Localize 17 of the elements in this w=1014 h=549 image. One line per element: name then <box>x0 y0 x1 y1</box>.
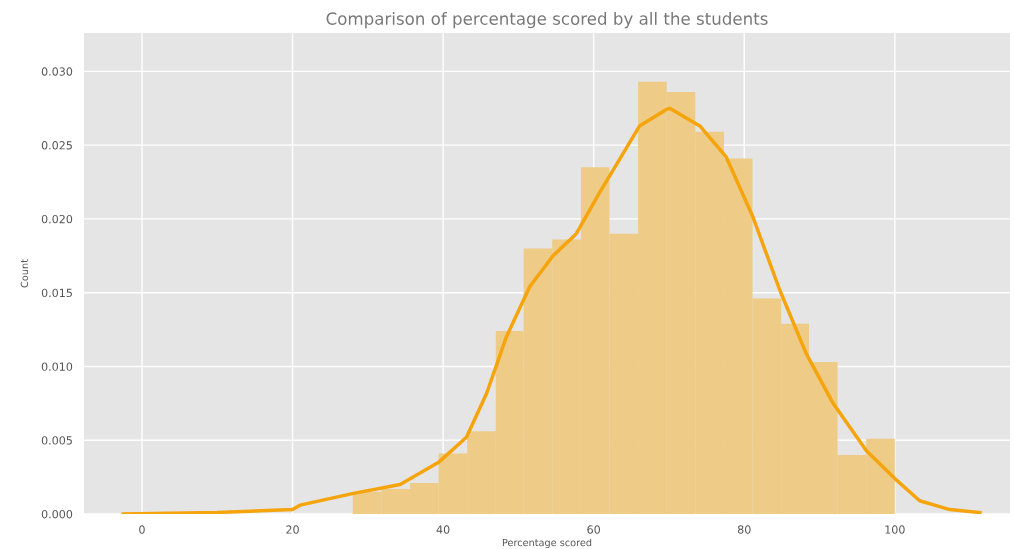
x-axis-title: Percentage scored <box>502 538 592 549</box>
x-tick-label: 100 <box>885 525 905 534</box>
y-tick-label: 0.005 <box>41 436 72 445</box>
y-tick-label: 0.025 <box>41 141 72 150</box>
chart-title: Comparison of percentage scored by all the students <box>326 12 768 29</box>
y-tick-label: 0.000 <box>41 509 73 519</box>
y-tick-label: 0.020 <box>41 214 73 224</box>
x-tick-label: 60 <box>587 525 601 534</box>
x-tick-label: 40 <box>436 525 450 534</box>
x-tick-label: 80 <box>737 525 751 534</box>
y-axis-title: Count <box>20 259 29 288</box>
y-tick-label: 0.010 <box>41 362 73 371</box>
line-series <box>121 106 982 514</box>
y-tick-label: 0.030 <box>41 67 73 76</box>
x-tick-label: 0 <box>139 525 145 534</box>
y-tick-label: 0.015 <box>41 288 72 298</box>
x-tick-label: 20 <box>286 525 299 534</box>
